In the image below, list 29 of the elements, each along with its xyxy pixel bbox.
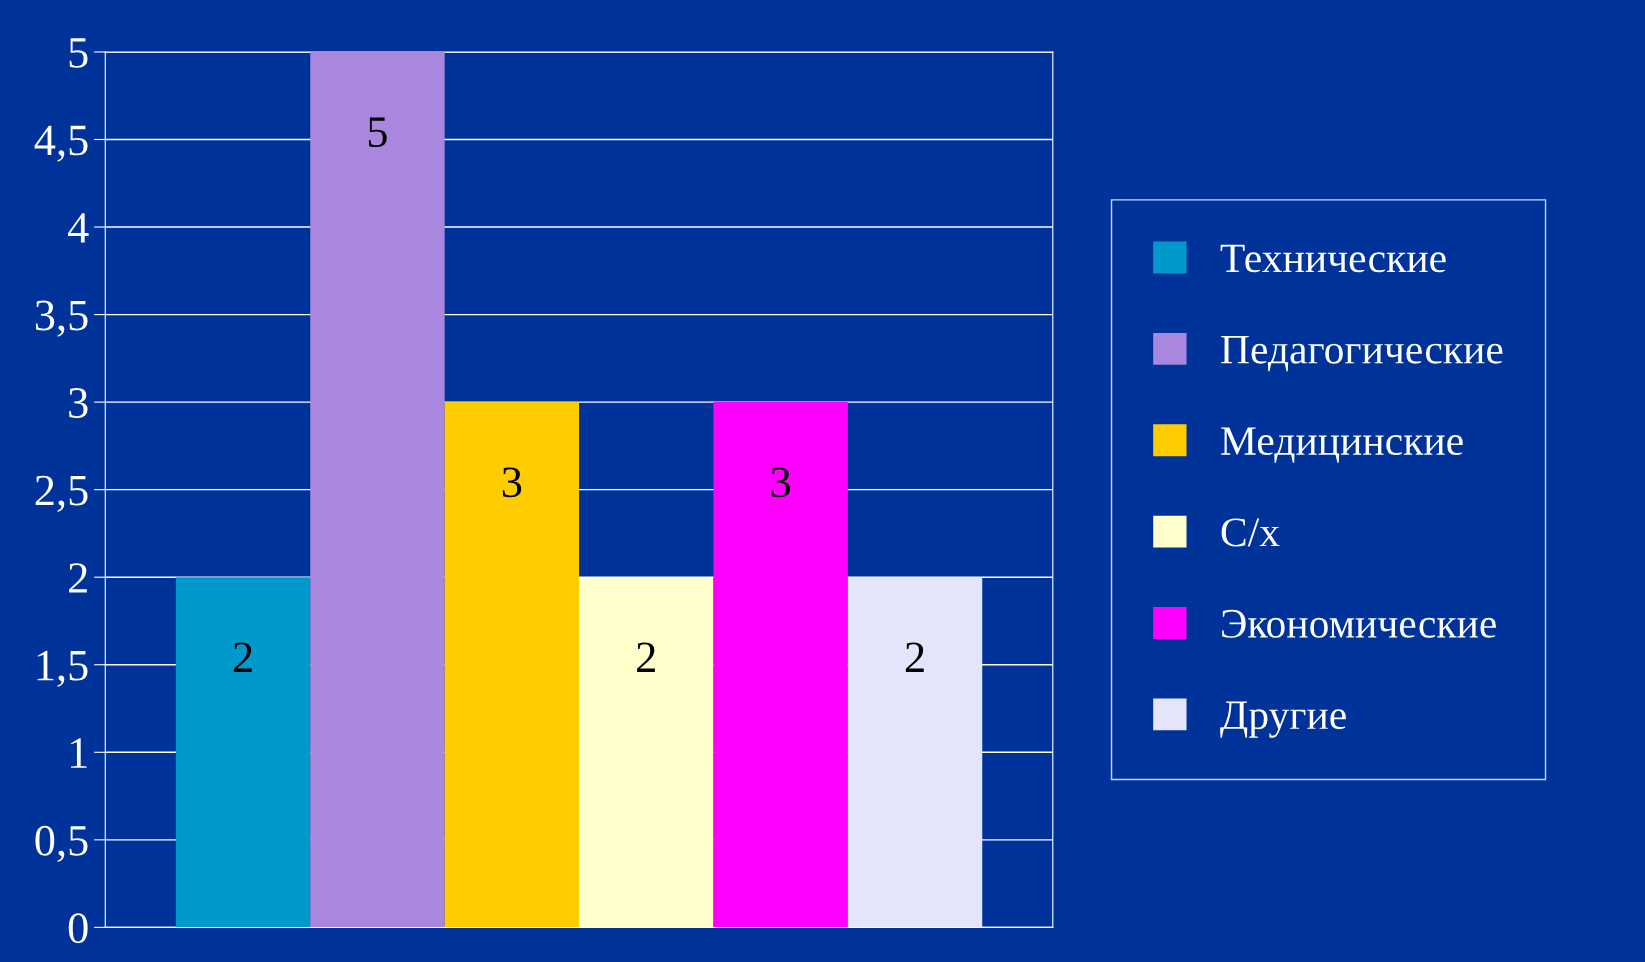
y-tick-label: 3: [69, 388, 88, 418]
data-label: 2: [637, 642, 655, 672]
legend-label: Медицинские: [1221, 427, 1463, 463]
data-label: 3: [502, 467, 522, 498]
bar: [175, 577, 311, 928]
y-tick-label: 0,5: [35, 825, 88, 863]
y-tick-label: 3,5: [35, 300, 88, 337]
y-tick-label: 2: [69, 563, 87, 593]
y-tick-label: 0: [68, 913, 88, 944]
y-tick-label: 4,5: [34, 125, 88, 162]
bar: [579, 577, 714, 928]
y-tick-label: 1,5: [37, 650, 88, 687]
legend-label: Экономические: [1222, 609, 1496, 638]
bar: [713, 402, 848, 928]
legend-label: Другие: [1220, 701, 1346, 738]
data-label: 3: [771, 467, 791, 498]
legend-label: С/х: [1221, 518, 1280, 547]
y-tick-label: 2,5: [35, 475, 88, 512]
bar: [847, 577, 983, 928]
bar: [310, 51, 445, 928]
data-label: 2: [233, 642, 252, 672]
legend-label: Педагогические: [1221, 336, 1503, 372]
bar: [444, 402, 580, 928]
legend-label: Технические: [1220, 244, 1446, 273]
data-label: 2: [905, 642, 924, 672]
y-tick-label: 5: [69, 38, 88, 68]
data-label: 5: [368, 117, 387, 148]
y-tick-label: 1: [71, 738, 87, 768]
y-tick-label: 4: [67, 213, 89, 243]
